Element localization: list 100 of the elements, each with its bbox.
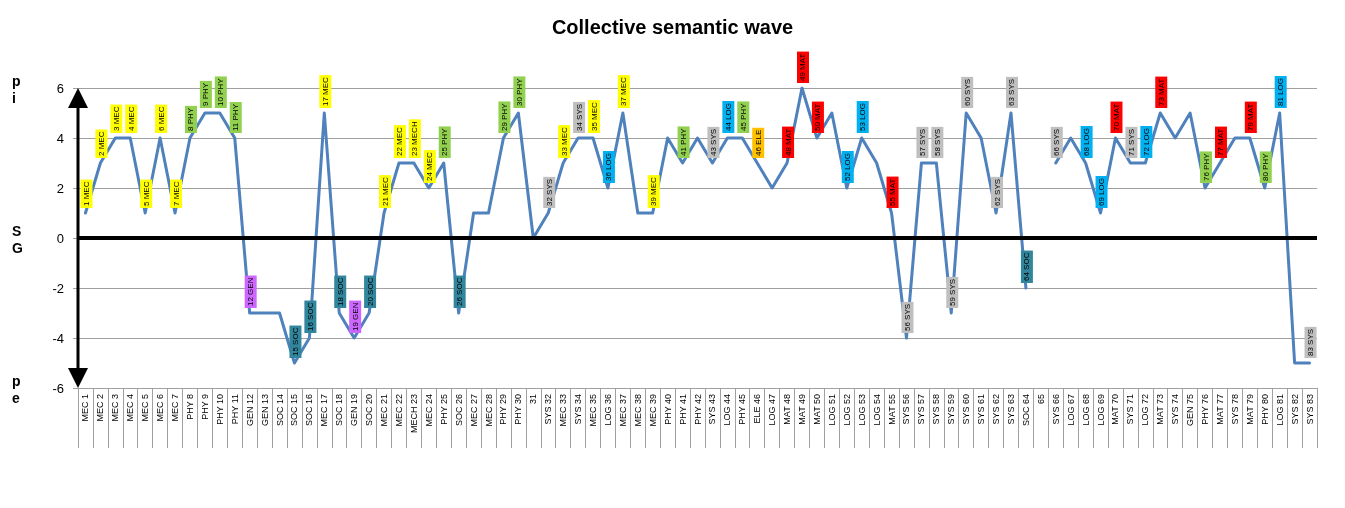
annotation: 48 MAT <box>783 128 793 156</box>
annotation: 8 PHY <box>186 107 196 131</box>
x-tick-label: 65 <box>1035 394 1046 405</box>
annotation: 26 SOC <box>455 277 465 306</box>
x-tick-label: SYS 34 <box>573 394 584 425</box>
annotation: 36 LOG <box>604 152 614 181</box>
x-tick-label: SYS 66 <box>1050 394 1061 425</box>
annotation: 58 SYS <box>932 128 942 156</box>
x-tick-label: PHY 11 <box>229 394 240 425</box>
x-tick-label: GEN 75 <box>1185 394 1196 427</box>
annotation: 6 MEC <box>156 106 166 131</box>
annotation: 59 SYS <box>947 278 957 306</box>
annotation: 41 PHY <box>679 127 689 156</box>
annotation: 30 PHY <box>514 77 524 106</box>
annotation: 11 PHY <box>231 103 241 131</box>
x-tick-label: MEC 38 <box>632 394 643 427</box>
x-tick-label: SOC 18 <box>334 394 345 427</box>
x-tick-label: GEN 19 <box>349 394 360 427</box>
y-tick-label: -2 <box>52 280 64 296</box>
x-tick-label: SYS 32 <box>543 394 554 425</box>
annotation: 18 SOC <box>335 277 345 306</box>
x-tick-label: LOG 52 <box>841 394 852 426</box>
x-tick-label: SOC 14 <box>274 394 285 427</box>
x-tick-label: SYS 62 <box>991 394 1002 425</box>
x-tick-label: MEC 21 <box>379 394 390 427</box>
annotation: 7 MEC <box>171 181 181 206</box>
x-tick-label: LOG 68 <box>1080 394 1091 426</box>
annotation: 3 MEC <box>111 106 121 131</box>
annotation: 81 LOG <box>1276 77 1286 106</box>
x-tick-label: MEC 6 <box>155 394 166 422</box>
text: pe <box>12 372 21 406</box>
x-tick-label: PHY 30 <box>513 394 524 425</box>
annotation: 9 PHY <box>201 82 211 106</box>
x-tick-label: SYS 63 <box>1005 394 1016 425</box>
annotation: 50 MAT <box>813 103 823 131</box>
x-tick-label: LOG 69 <box>1095 394 1106 426</box>
x-tick-label: LOG 54 <box>871 394 882 426</box>
annotation: 68 LOG <box>1082 127 1092 156</box>
annotation: 73 MAT <box>1156 78 1166 106</box>
annotation: 24 MEC <box>425 151 435 181</box>
annotation: 69 LOG <box>1097 177 1107 206</box>
x-tick-label: LOG 72 <box>1140 394 1151 426</box>
annotation: 34 SYS <box>574 103 584 131</box>
x-tick-label: LOG 53 <box>856 394 867 426</box>
annotation: 33 MEC <box>559 126 569 156</box>
x-tick-label: SYS 43 <box>707 394 718 425</box>
annotation: 17 MEC <box>320 76 330 106</box>
x-tick-label: SOC 20 <box>364 394 375 427</box>
annotation: 60 SYS <box>962 78 972 106</box>
annotation: 72 LOG <box>1141 127 1151 156</box>
x-tick-label: LOG 81 <box>1274 394 1285 426</box>
annotation: 29 PHY <box>499 102 509 131</box>
x-tick-label: MAT 48 <box>782 394 793 425</box>
chart-title: Collective semantic wave <box>551 16 794 38</box>
x-tick-label: SOC 64 <box>1020 394 1031 427</box>
x-tick-label: MEC 37 <box>617 394 628 427</box>
x-tick-label: MAT 55 <box>886 394 897 425</box>
annotation: 5 MEC <box>141 181 151 206</box>
x-tick-label: SOC 26 <box>453 394 464 427</box>
annotation: 66 SYS <box>1052 128 1062 156</box>
x-tick-label: SYS 57 <box>916 394 927 425</box>
annotation: 79 MAT <box>1246 103 1256 131</box>
x-tick-label: MAT 77 <box>1214 394 1225 425</box>
x-tick-label: MAT 73 <box>1155 394 1166 425</box>
x-tick-label: SYS 56 <box>901 394 912 425</box>
x-tick-label: MEC 1 <box>80 394 91 422</box>
annotation: 32 SYS <box>544 178 554 206</box>
y-tick-label: 4 <box>56 130 64 146</box>
x-tick-label: MAT 79 <box>1244 394 1255 425</box>
text: pi <box>12 72 21 106</box>
x-tick-label: PHY 42 <box>692 394 703 425</box>
annotation: 63 SYS <box>1007 78 1017 106</box>
x-tick-label: SOC 16 <box>304 394 315 427</box>
x-tick-label: MAT 49 <box>796 394 807 425</box>
annotation: 20 SOC <box>365 277 375 306</box>
annotation: 53 LOG <box>858 102 868 131</box>
annotation: 37 MEC <box>619 76 629 106</box>
x-tick-label: SYS 60 <box>961 394 972 425</box>
x-tick-label: SYS 58 <box>931 394 942 425</box>
x-tick-label: LOG 47 <box>767 394 778 426</box>
x-tick-label: MEC 35 <box>588 394 599 427</box>
annotation: 2 MEC <box>96 131 106 156</box>
annotation: 23 MECH <box>410 121 420 156</box>
annotation: 45 PHY <box>738 102 748 131</box>
x-tick-label: MEC 33 <box>558 394 569 427</box>
annotation: 44 LOG <box>723 102 733 131</box>
x-tick-label: LOG 44 <box>722 394 733 426</box>
annotation: 52 LOG <box>843 152 853 181</box>
annotation: 21 MEC <box>380 176 390 206</box>
text: SG <box>12 222 23 256</box>
annotation: 4 MEC <box>126 106 136 131</box>
annotation: 76 PHY <box>1201 152 1211 181</box>
annotation: 70 MAT <box>1111 103 1121 131</box>
annotation: 55 MAT <box>888 178 898 206</box>
y-tick-label: -4 <box>52 330 64 346</box>
x-tick-label: PHY 41 <box>677 394 688 425</box>
x-tick-label: SYS 83 <box>1304 394 1315 425</box>
annotation: 39 MEC <box>649 176 659 206</box>
x-tick-label: SYS 78 <box>1229 394 1240 425</box>
x-tick-label: MEC 27 <box>468 394 479 427</box>
